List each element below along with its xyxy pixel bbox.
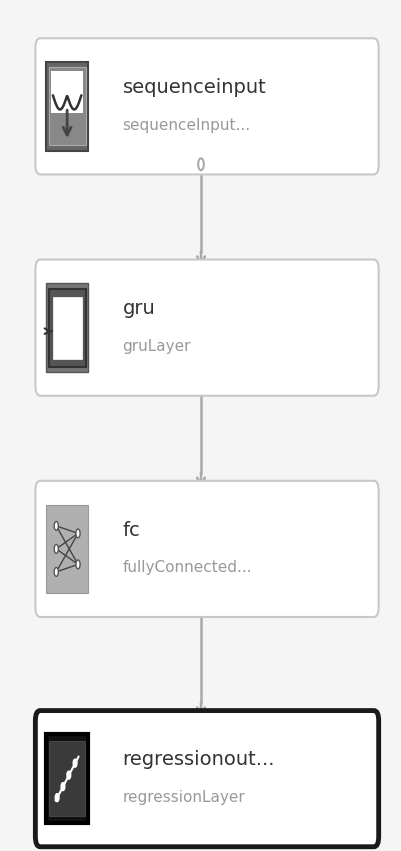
Text: sequenceinput: sequenceinput	[122, 78, 266, 97]
Text: fc: fc	[122, 521, 140, 540]
Bar	[49, 288, 85, 367]
Bar	[53, 297, 81, 358]
Text: gru: gru	[122, 300, 155, 318]
Bar	[46, 505, 88, 593]
Bar	[49, 741, 85, 816]
Bar	[46, 283, 88, 372]
Circle shape	[54, 545, 58, 553]
Bar	[51, 71, 83, 113]
Text: fullyConnected...: fullyConnected...	[122, 560, 251, 575]
FancyBboxPatch shape	[35, 38, 378, 174]
Text: gruLayer: gruLayer	[122, 339, 190, 354]
Circle shape	[73, 759, 77, 767]
Bar	[46, 734, 88, 823]
Circle shape	[67, 771, 71, 780]
Text: sequenceInput...: sequenceInput...	[122, 117, 250, 133]
FancyBboxPatch shape	[35, 711, 378, 847]
Circle shape	[54, 522, 58, 530]
Circle shape	[76, 529, 80, 538]
Bar	[49, 67, 85, 146]
Circle shape	[198, 158, 203, 170]
FancyBboxPatch shape	[35, 260, 378, 396]
FancyBboxPatch shape	[35, 481, 378, 617]
Text: regressionout...: regressionout...	[122, 751, 274, 769]
Text: regressionLayer: regressionLayer	[122, 790, 245, 805]
Circle shape	[76, 560, 80, 568]
Circle shape	[54, 568, 58, 576]
Circle shape	[61, 783, 65, 791]
Bar	[46, 62, 88, 151]
Circle shape	[55, 794, 59, 802]
